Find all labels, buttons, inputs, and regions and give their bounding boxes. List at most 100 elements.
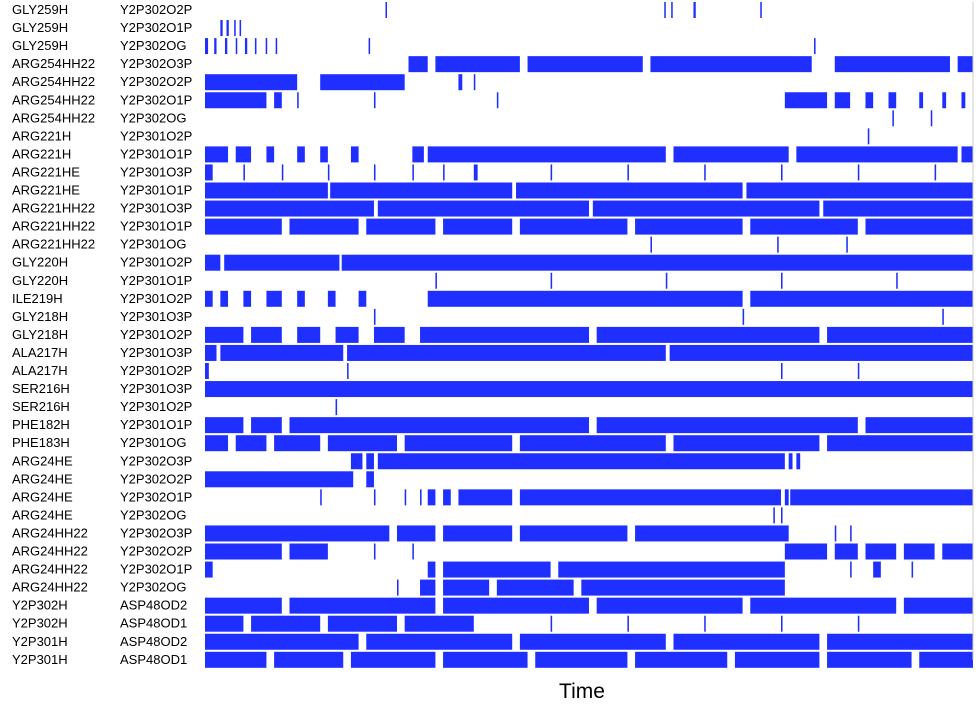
occupancy-segment xyxy=(627,615,629,632)
donor-label: ARG24HH22 xyxy=(12,580,88,595)
occupancy-segment xyxy=(350,651,436,668)
occupancy-segment xyxy=(796,146,958,163)
occupancy-segment xyxy=(205,435,229,452)
occupancy-segment xyxy=(443,218,513,235)
occupancy-segment xyxy=(205,363,209,379)
x-axis-label: Time xyxy=(559,680,605,703)
occupancy-segment xyxy=(673,146,789,163)
chart-row: ARG221HE Y2P301O3P xyxy=(12,164,937,181)
occupancy-segment xyxy=(205,525,390,542)
chart-row: ARG221H Y2P301O1P xyxy=(12,146,973,163)
occupancy-segment xyxy=(205,254,221,271)
occupancy-segment xyxy=(366,453,374,470)
occupancy-segment xyxy=(664,2,666,18)
occupancy-segment xyxy=(265,38,268,55)
chart-row: ARG24HH22 Y2P302OG xyxy=(12,579,785,596)
occupancy-segment xyxy=(873,561,881,578)
acceptor-label: Y2P302O2P xyxy=(120,544,192,559)
acceptor-label: Y2P301O3P xyxy=(120,164,192,179)
occupancy-segment xyxy=(827,435,973,452)
occupancy-segment xyxy=(404,489,407,506)
acceptor-label: Y2P301O2P xyxy=(120,128,192,143)
acceptor-label: Y2P302O1P xyxy=(120,20,192,35)
acceptor-label: Y2P302OG xyxy=(120,580,187,595)
chart-row: SER216H Y2P301O2P xyxy=(12,399,338,416)
occupancy-segment xyxy=(350,453,363,470)
acceptor-label: ASP48OD2 xyxy=(120,634,187,649)
occupancy-segment xyxy=(903,597,973,614)
occupancy-segment xyxy=(420,489,422,506)
occupancy-segment xyxy=(220,20,223,37)
occupancy-segment xyxy=(527,56,643,73)
occupancy-segment xyxy=(205,92,267,109)
occupancy-segment xyxy=(327,615,397,632)
acceptor-label: Y2P302OG xyxy=(120,507,187,522)
chart-row: ARG24HE Y2P302OG xyxy=(12,507,783,524)
occupancy-segment xyxy=(327,435,397,452)
occupancy-segment xyxy=(297,146,305,163)
donor-label: GLY259H xyxy=(12,38,68,53)
occupancy-segment xyxy=(377,200,589,217)
occupancy-segment xyxy=(205,381,973,398)
donor-label: Y2P301H xyxy=(12,652,68,667)
occupancy-segment xyxy=(266,290,282,307)
donor-label: GLY259H xyxy=(12,2,68,17)
occupancy-segment xyxy=(942,92,947,109)
occupancy-segment xyxy=(320,489,322,506)
occupancy-segment xyxy=(781,272,783,289)
acceptor-label: Y2P302OG xyxy=(120,38,187,53)
chart-row: ARG254HH22 Y2P302O3P xyxy=(12,56,973,73)
chart-row: GLY218H Y2P301O2P xyxy=(12,326,973,343)
occupancy-segment xyxy=(251,615,321,632)
occupancy-segment xyxy=(297,92,299,109)
occupancy-segment xyxy=(930,110,933,127)
acceptor-label: Y2P302O1P xyxy=(120,562,192,577)
donor-label: ARG24HH22 xyxy=(12,562,88,577)
occupancy-segment xyxy=(750,597,897,614)
occupancy-segment xyxy=(427,290,743,307)
chart-row: ARG221HH22 Y2P301O3P xyxy=(12,200,973,217)
donor-label: ARG221H xyxy=(12,128,71,143)
occupancy-segment xyxy=(704,615,706,632)
occupancy-segment xyxy=(281,164,284,181)
occupancy-segment xyxy=(404,435,513,452)
chart-row: GLY259H Y2P302OG xyxy=(12,38,816,55)
occupancy-segment xyxy=(558,561,785,578)
occupancy-segment xyxy=(704,164,706,181)
acceptor-label: Y2P302O1P xyxy=(120,489,192,504)
occupancy-segment xyxy=(350,146,359,163)
occupancy-segment xyxy=(827,326,973,343)
occupancy-segment xyxy=(734,651,820,668)
acceptor-label: Y2P301OG xyxy=(120,435,187,450)
occupancy-segment xyxy=(846,236,848,253)
chart-row: Y2P302H ASP48OD2 xyxy=(12,597,973,614)
occupancy-segment xyxy=(427,561,436,578)
chart-row: ARG254HH22 Y2P302O2P xyxy=(12,74,476,91)
occupancy-segment xyxy=(823,200,973,217)
occupancy-segment xyxy=(742,308,745,325)
occupancy-segment xyxy=(397,579,399,596)
occupancy-segment xyxy=(205,471,354,488)
occupancy-segment xyxy=(443,525,513,542)
acceptor-label: Y2P301OG xyxy=(120,237,187,252)
occupancy-segment xyxy=(244,38,248,55)
occupancy-segment xyxy=(443,164,445,181)
occupancy-segment xyxy=(420,326,589,343)
occupancy-segment xyxy=(673,633,820,650)
occupancy-segment xyxy=(205,615,244,632)
occupancy-segment xyxy=(581,579,785,596)
occupancy-segment xyxy=(750,290,973,307)
occupancy-segment xyxy=(205,38,209,55)
occupancy-segment xyxy=(942,308,944,325)
acceptor-label: Y2P301O2P xyxy=(120,255,192,270)
occupancy-segment xyxy=(254,38,257,55)
occupancy-segment xyxy=(224,254,340,271)
occupancy-segment xyxy=(205,543,282,560)
occupancy-segment xyxy=(903,543,935,560)
donor-label: ARG24HE xyxy=(12,453,73,468)
occupancy-segment xyxy=(519,435,666,452)
occupancy-segment xyxy=(385,2,388,18)
donor-label: ARG254HH22 xyxy=(12,92,95,107)
occupancy-segment xyxy=(592,200,820,217)
